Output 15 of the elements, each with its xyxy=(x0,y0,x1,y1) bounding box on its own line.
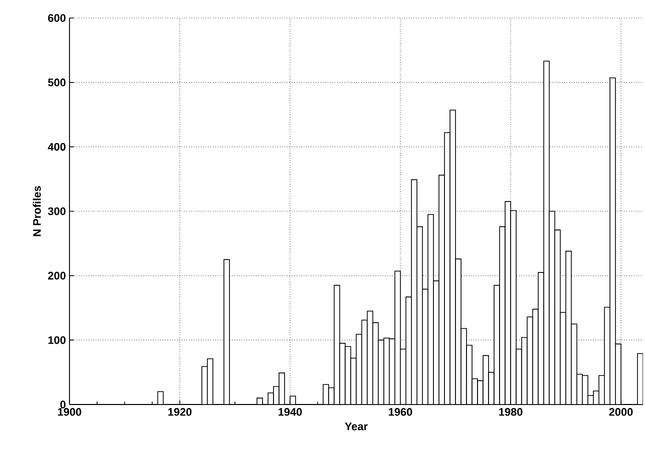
y-tick-label: 400 xyxy=(48,142,66,151)
x-tick-label: 1980 xyxy=(499,408,522,416)
x-tick-label: 1920 xyxy=(168,408,192,416)
y-tick-label: 300 xyxy=(48,207,66,216)
y-tick-label: 500 xyxy=(48,78,66,86)
y-tick-label: 100 xyxy=(48,336,66,344)
x-tick-label: 1960 xyxy=(388,408,412,416)
x-axis-title: Year xyxy=(344,422,368,430)
x-tick-label: 1940 xyxy=(278,408,302,416)
y-tick-label: 600 xyxy=(48,14,66,22)
y-axis-title: N Profiles xyxy=(32,186,41,236)
x-tick-label: 1900 xyxy=(58,408,82,416)
x-tick-label: 2000 xyxy=(609,408,633,416)
y-tick-label: 0 xyxy=(60,400,66,408)
y-tick-label: 200 xyxy=(48,272,66,280)
